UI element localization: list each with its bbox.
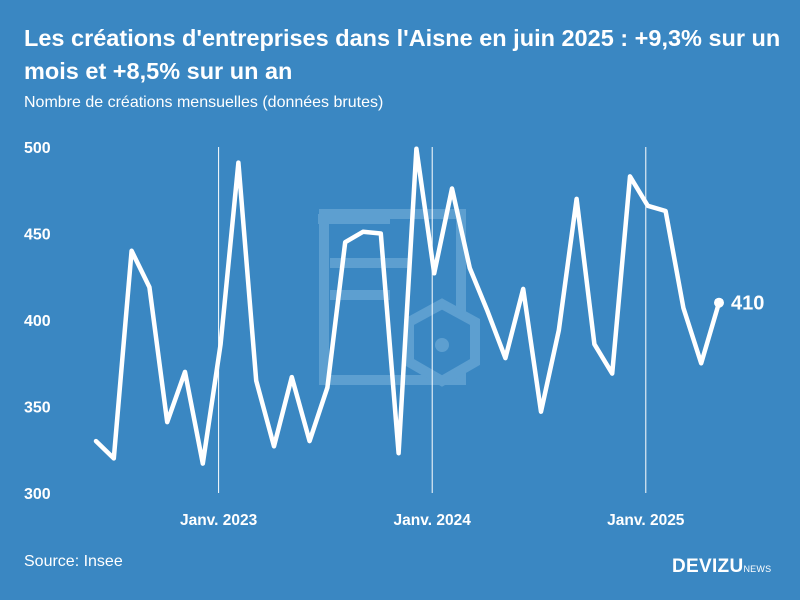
y-tick-label: 450 (24, 227, 51, 244)
last-point-marker (714, 297, 724, 308)
y-tick-label: 350 (24, 400, 51, 417)
source-note: Source: Insee (24, 553, 123, 570)
watermark-logo (318, 209, 480, 387)
x-tick-label: Janv. 2025 (607, 512, 685, 529)
y-tick-label: 300 (24, 486, 51, 503)
brand-logo: DEVIZUNEWS (672, 556, 771, 578)
last-value-label: 410 (731, 293, 764, 315)
y-tick-label: 500 (24, 140, 51, 157)
brand-suffix: NEWS (743, 564, 772, 574)
chart-subtitle: Nombre de créations mensuelles (données … (24, 94, 384, 111)
x-tick-label: Janv. 2024 (394, 512, 472, 529)
x-tick-label: Janv. 2023 (180, 512, 258, 529)
brand-name: DEVIZU (672, 556, 744, 577)
y-tick-label: 400 (24, 313, 51, 330)
chart-title: Les créations d'entreprises dans l'Aisne… (24, 25, 781, 84)
series-line (93, 146, 722, 466)
